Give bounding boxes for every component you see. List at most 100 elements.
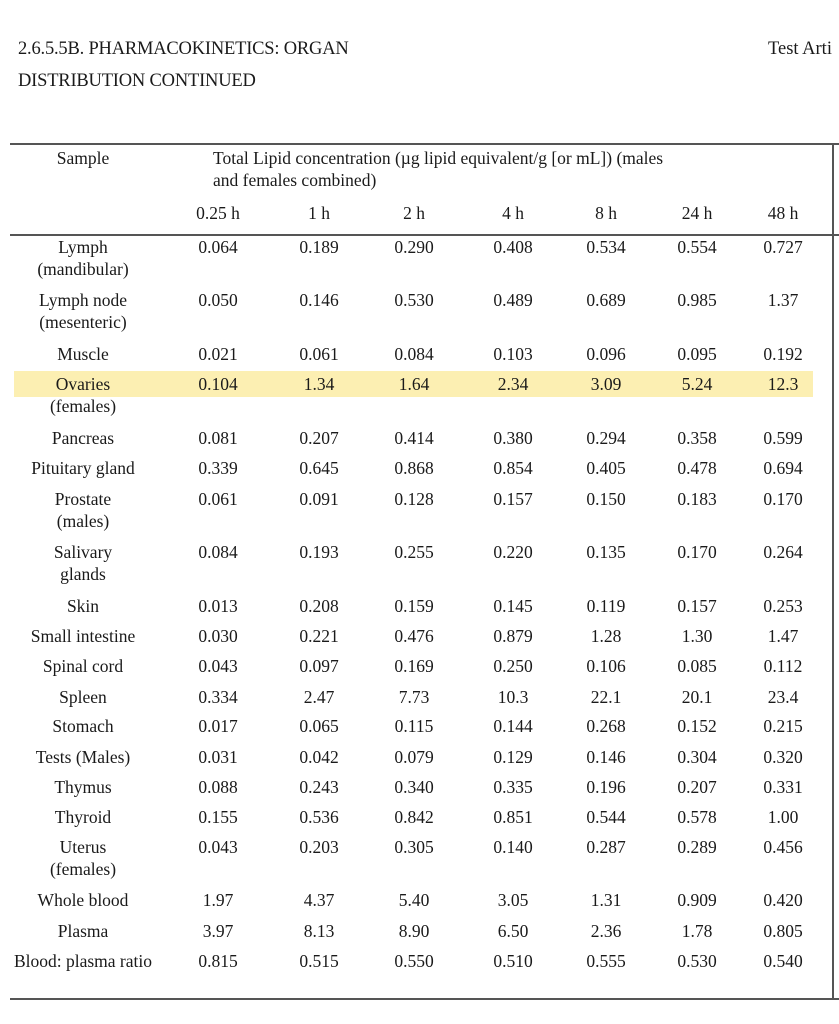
- sample-name-line: Blood: plasma ratio: [13, 951, 153, 971]
- table-cell: 0.221: [299, 626, 339, 646]
- table-cell: 0.476: [394, 626, 434, 646]
- table-cell: 0.510: [493, 951, 533, 971]
- sample-name-line: Whole blood: [37, 890, 129, 910]
- sample-name: Pituitary gland: [0, 457, 166, 479]
- table-cell: 0.061: [299, 344, 339, 364]
- table-cell: 0.851: [493, 807, 533, 827]
- table-cell: 0.169: [394, 656, 434, 676]
- table-cell: 5.40: [398, 890, 430, 910]
- table-cell: 12.3: [767, 374, 799, 394]
- sample-name: Skin: [0, 595, 166, 617]
- sample-name: Uterus (females): [0, 836, 166, 880]
- table-cell: 0.119: [586, 596, 626, 616]
- table-cell: 0.170: [677, 542, 717, 562]
- table-cell: 0.290: [394, 237, 434, 257]
- table-cell: 0.170: [763, 489, 803, 509]
- table-cell: 0.339: [198, 458, 238, 478]
- table-cell: 0.030: [198, 626, 238, 646]
- sample-name-line: Small intestine: [30, 626, 136, 646]
- table-cell: 0.294: [586, 428, 626, 448]
- table-bottom-rule: [10, 998, 839, 1000]
- table-cell: 1.00: [767, 807, 799, 827]
- table-cell: 0.264: [763, 542, 803, 562]
- time-point-header: 8 h: [595, 203, 617, 223]
- sample-name: Blood: plasma ratio: [0, 950, 166, 972]
- table-cell: 0.129: [493, 747, 533, 767]
- table-cell: 0.320: [763, 747, 803, 767]
- table-cell: 0.207: [299, 428, 339, 448]
- table-cell: 0.146: [299, 290, 339, 310]
- group-header-line2: and females combined): [213, 170, 377, 190]
- table-cell: 0.196: [586, 777, 626, 797]
- table-cell: 0.065: [299, 716, 339, 736]
- table-cell: 0.253: [763, 596, 803, 616]
- table-cell: 1.30: [681, 626, 713, 646]
- table-cell: 1.78: [681, 921, 713, 941]
- table-cell: 0.183: [677, 489, 717, 509]
- table-cell: 3.05: [497, 890, 529, 910]
- sample-name-line: Muscle: [57, 344, 109, 364]
- table-cell: 1.31: [590, 890, 622, 910]
- table-cell: 0.088: [198, 777, 238, 797]
- table-cell: 0.540: [763, 951, 803, 971]
- sample-name-line: Uterus: [59, 837, 107, 857]
- table-cell: 0.380: [493, 428, 533, 448]
- table-cell: 0.599: [763, 428, 803, 448]
- header-bottom-rule: [10, 234, 839, 236]
- table-cell: 0.694: [763, 458, 803, 478]
- table-cell: 0.159: [394, 596, 434, 616]
- table-cell: 0.868: [394, 458, 434, 478]
- header-right-text: Test Arti: [768, 39, 832, 59]
- table-cell: 0.544: [586, 807, 626, 827]
- table-cell: 0.879: [493, 626, 533, 646]
- table-cell: 20.1: [681, 687, 713, 707]
- sample-name: Muscle: [0, 343, 166, 365]
- table-cell: 0.050: [198, 290, 238, 310]
- table-cell: 0.530: [677, 951, 717, 971]
- table-cell: 0.091: [299, 489, 339, 509]
- sample-name-line: (females): [49, 396, 117, 416]
- table-cell: 1.64: [398, 374, 430, 394]
- sample-name-line: (females): [49, 859, 117, 879]
- sample-name: Ovaries (females): [0, 373, 166, 417]
- table-cell: 1.34: [303, 374, 335, 394]
- table-cell: 7.73: [398, 687, 430, 707]
- sample-name-line: Spinal cord: [42, 656, 124, 676]
- table-cell: 8.13: [303, 921, 335, 941]
- table-cell: 0.207: [677, 777, 717, 797]
- table-cell: 0.064: [198, 237, 238, 257]
- row-highlight: [14, 371, 813, 397]
- sample-name-line: Plasma: [57, 921, 109, 941]
- time-point-header: 48 h: [767, 203, 799, 223]
- sample-name-line: Thyroid: [54, 807, 112, 827]
- table-cell: 0.128: [394, 489, 434, 509]
- sample-name-line: Lymph node: [39, 290, 127, 310]
- table-cell: 0.095: [677, 344, 717, 364]
- table-cell: 0.268: [586, 716, 626, 736]
- table-top-rule: [10, 143, 839, 145]
- table-cell: 0.115: [394, 716, 434, 736]
- concentration-group-header: Total Lipid concentration (µg lipid equi…: [213, 147, 773, 191]
- table-cell: 5.24: [681, 374, 713, 394]
- table-cell: 0.842: [394, 807, 434, 827]
- table-cell: 0.155: [198, 807, 238, 827]
- table-cell: 0.189: [299, 237, 339, 257]
- table-cell: 0.358: [677, 428, 717, 448]
- sample-name-line: Lymph: [58, 237, 108, 257]
- table-cell: 0.084: [394, 344, 434, 364]
- table-cell: 0.250: [493, 656, 533, 676]
- table-cell: 0.061: [198, 489, 238, 509]
- sample-column-header: Sample: [56, 148, 110, 168]
- table-cell: 0.408: [493, 237, 533, 257]
- table-cell: 2.36: [590, 921, 622, 941]
- table-cell: 0.085: [677, 656, 717, 676]
- sample-name: Prostate (males): [0, 488, 166, 532]
- table-cell: 1.97: [202, 890, 234, 910]
- sample-name-line: Pituitary gland: [31, 458, 135, 478]
- sample-name-line: Salivary: [53, 542, 113, 562]
- table-cell: 0.405: [586, 458, 626, 478]
- time-point-header: 4 h: [502, 203, 524, 223]
- table-cell: 0.144: [493, 716, 533, 736]
- sample-name: Thymus: [0, 776, 166, 798]
- sample-name: Whole blood: [0, 889, 166, 911]
